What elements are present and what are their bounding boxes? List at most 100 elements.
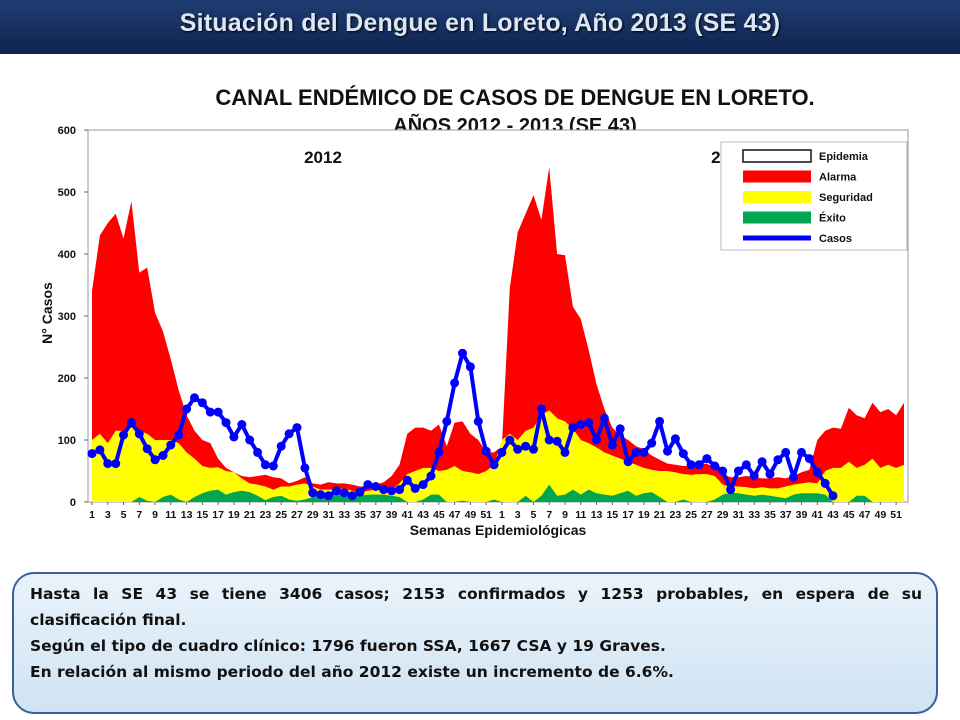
cases-point bbox=[379, 485, 389, 495]
cases-point bbox=[489, 460, 499, 470]
x-tick-label: 51 bbox=[480, 509, 492, 521]
x-tick-label: 17 bbox=[622, 509, 634, 521]
x-tick-label: 13 bbox=[591, 509, 603, 521]
cases-point bbox=[639, 447, 649, 457]
cases-point bbox=[686, 460, 696, 470]
cases-point bbox=[481, 446, 491, 456]
cases-point bbox=[229, 432, 239, 442]
x-tick-label: 5 bbox=[531, 509, 537, 521]
cases-point bbox=[702, 454, 712, 464]
chart-legend: Epidemia Alarma Seguridad Éxito Casos bbox=[720, 141, 908, 251]
cases-point bbox=[253, 447, 263, 457]
cases-point bbox=[781, 447, 791, 457]
title-bar: Situación del Dengue en Loreto, Año 2013… bbox=[0, 0, 960, 54]
cases-point bbox=[134, 429, 144, 439]
cases-point bbox=[331, 486, 341, 496]
area-exito bbox=[92, 484, 904, 502]
x-tick-label: 1 bbox=[89, 509, 95, 521]
cases-point bbox=[655, 416, 665, 426]
x-tick-label: 11 bbox=[165, 509, 176, 521]
cases-point bbox=[347, 491, 357, 501]
x-tick-label: 49 bbox=[875, 509, 887, 521]
cases-point bbox=[773, 455, 783, 465]
x-tick-label: 7 bbox=[136, 509, 142, 521]
cases-point bbox=[450, 378, 460, 388]
legend-label: Alarma bbox=[819, 172, 857, 184]
x-tick-label: 21 bbox=[654, 509, 666, 521]
x-tick-label: 25 bbox=[275, 509, 287, 521]
cases-point bbox=[513, 444, 523, 454]
cases-point bbox=[694, 460, 704, 470]
cases-point bbox=[363, 480, 373, 490]
x-tick-label: 47 bbox=[449, 509, 461, 521]
y-tick-label: 300 bbox=[58, 311, 76, 323]
cases-point bbox=[623, 457, 633, 467]
cases-point bbox=[95, 445, 105, 455]
cases-point bbox=[804, 454, 814, 464]
x-tick-label: 11 bbox=[575, 509, 586, 521]
x-axis-label: Semanas Epidemiológicas bbox=[410, 522, 587, 538]
cases-point bbox=[584, 418, 594, 428]
x-tick-label: 9 bbox=[562, 509, 568, 521]
cases-point bbox=[663, 446, 672, 456]
cases-point bbox=[647, 438, 657, 448]
y-tick-label: 400 bbox=[58, 249, 76, 261]
cases-point bbox=[418, 480, 428, 490]
x-tick-label: 3 bbox=[105, 509, 111, 521]
cases-point bbox=[126, 418, 136, 428]
cases-point bbox=[276, 441, 286, 451]
cases-point bbox=[205, 407, 215, 417]
cases-point bbox=[292, 423, 302, 433]
cases-point bbox=[552, 436, 562, 446]
cases-point bbox=[757, 457, 767, 467]
cases-point bbox=[631, 447, 641, 457]
y-tick-label: 200 bbox=[58, 373, 76, 385]
cases-point bbox=[142, 444, 152, 454]
cases-point bbox=[749, 471, 759, 481]
cases-point bbox=[355, 487, 365, 497]
x-tick-label: 35 bbox=[354, 509, 366, 521]
note-line-4: En relación al mismo periodo del año 201… bbox=[30, 663, 674, 681]
x-tick-label: 31 bbox=[733, 509, 745, 521]
cases-point bbox=[505, 435, 515, 445]
cases-point bbox=[111, 459, 121, 469]
cases-point bbox=[371, 482, 381, 491]
cases-point bbox=[103, 459, 113, 469]
x-tick-label: 43 bbox=[827, 509, 839, 521]
cases-point bbox=[268, 461, 278, 471]
cases-point bbox=[158, 451, 168, 460]
x-tick-label: 47 bbox=[859, 509, 871, 521]
cases-point bbox=[402, 475, 412, 485]
cases-point bbox=[308, 488, 318, 498]
cases-point bbox=[387, 486, 397, 496]
legend-label: Seguridad bbox=[819, 192, 873, 204]
x-tick-label: 35 bbox=[764, 509, 776, 521]
cases-point bbox=[568, 423, 578, 433]
cases-point bbox=[607, 440, 617, 450]
cases-point bbox=[182, 404, 192, 414]
cases-point bbox=[245, 435, 255, 445]
x-tick-label: 45 bbox=[843, 509, 855, 521]
cases-point bbox=[197, 398, 207, 408]
legend-label: Epidemia bbox=[819, 151, 869, 163]
x-tick-label: 23 bbox=[670, 509, 682, 521]
cases-point bbox=[213, 407, 223, 417]
x-tick-label: 39 bbox=[796, 509, 808, 521]
cases-point bbox=[300, 463, 310, 473]
y-axis-label: N° Casos bbox=[39, 282, 55, 344]
x-tick-label: 13 bbox=[181, 509, 193, 521]
cases-point bbox=[592, 435, 601, 445]
x-tick-label: 39 bbox=[386, 509, 398, 521]
cases-point bbox=[678, 449, 688, 459]
cases-point bbox=[828, 491, 838, 501]
y-tick-label: 600 bbox=[58, 125, 76, 137]
cases-point bbox=[560, 447, 570, 457]
legend-key-seguridad bbox=[743, 191, 811, 203]
x-tick-label: 41 bbox=[401, 509, 413, 521]
cases-point bbox=[237, 420, 247, 429]
x-tick-label: 25 bbox=[685, 509, 697, 521]
x-tick-label: 19 bbox=[228, 509, 240, 521]
x-tick-label: 17 bbox=[212, 509, 224, 521]
cases-point bbox=[473, 416, 483, 426]
note-line-2: clasificación final. bbox=[30, 611, 187, 629]
